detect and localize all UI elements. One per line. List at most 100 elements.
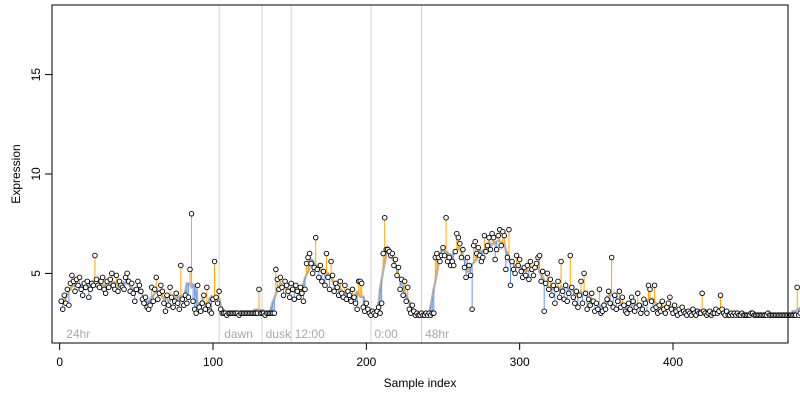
data-point	[596, 286, 603, 293]
data-point	[575, 304, 581, 310]
data-point	[515, 262, 521, 269]
data-point	[404, 284, 411, 291]
data-point	[651, 282, 658, 289]
data-point	[86, 294, 92, 301]
data-point	[185, 294, 192, 301]
data-point	[401, 278, 408, 285]
section-label: dusk	[266, 327, 292, 341]
data-point	[271, 310, 278, 316]
data-point	[121, 286, 127, 293]
data-point	[460, 246, 466, 253]
data-point	[72, 288, 78, 295]
data-point	[87, 286, 94, 293]
data-point	[550, 282, 557, 289]
y-tick-label: 15	[29, 68, 43, 82]
data-point	[602, 306, 609, 312]
x-tick-label: 400	[663, 355, 683, 369]
data-point	[556, 294, 563, 301]
data-point	[504, 254, 511, 261]
data-point	[150, 298, 156, 304]
data-point	[579, 300, 586, 306]
data-point	[142, 294, 149, 301]
data-point	[483, 248, 489, 255]
data-point	[75, 282, 81, 289]
data-point	[440, 244, 446, 251]
data-point	[458, 254, 465, 261]
data-point	[124, 270, 130, 277]
data-point	[61, 292, 68, 299]
data-point	[539, 268, 546, 275]
data-point	[647, 286, 653, 293]
data-point	[492, 256, 498, 263]
data-point	[329, 272, 336, 279]
data-point	[136, 282, 143, 289]
data-point	[472, 238, 478, 245]
data-point	[59, 306, 66, 312]
data-point	[293, 282, 299, 289]
data-point	[392, 256, 399, 263]
data-point	[151, 286, 158, 293]
data-point	[197, 308, 204, 314]
data-point	[634, 290, 641, 297]
data-point	[273, 266, 279, 273]
data-points-layer	[58, 211, 800, 318]
data-point	[446, 254, 452, 261]
data-point	[409, 302, 416, 308]
data-point	[642, 300, 649, 306]
data-point	[558, 258, 564, 265]
data-point	[141, 300, 147, 306]
data-point	[533, 260, 540, 267]
data-point	[79, 292, 86, 299]
data-point	[625, 300, 632, 306]
data-point	[84, 278, 91, 285]
data-point	[328, 258, 334, 265]
y-axis-label: Expression	[9, 144, 23, 203]
data-point	[544, 270, 551, 277]
data-point	[530, 272, 537, 279]
data-point	[484, 242, 491, 249]
x-axis-label: Sample index	[384, 376, 457, 390]
data-point	[188, 211, 195, 217]
data-point	[507, 282, 514, 289]
data-point	[431, 310, 437, 316]
data-point	[113, 272, 120, 279]
data-point	[630, 298, 636, 304]
data-point	[524, 262, 531, 269]
data-point	[552, 300, 558, 306]
data-point	[613, 306, 620, 312]
data-point	[280, 292, 287, 299]
data-point	[173, 290, 179, 297]
data-point	[624, 310, 630, 316]
data-point	[363, 300, 370, 306]
y-axis: 5 10 15	[29, 68, 53, 277]
data-point	[130, 290, 137, 297]
data-point	[452, 248, 459, 255]
data-point	[513, 252, 520, 259]
data-point	[346, 292, 353, 299]
data-point	[312, 234, 319, 241]
data-point	[475, 244, 482, 251]
data-point	[582, 290, 589, 297]
x-axis: 0 100 200 300 400	[56, 342, 683, 369]
data-point	[389, 250, 396, 257]
data-point	[377, 310, 383, 316]
data-point	[542, 280, 549, 287]
data-point	[159, 288, 166, 295]
data-point	[326, 286, 333, 293]
data-point	[300, 298, 307, 304]
data-point	[662, 310, 669, 316]
data-point	[581, 270, 587, 277]
data-point	[331, 288, 337, 295]
data-point	[194, 282, 201, 289]
data-point	[256, 286, 262, 293]
data-point	[466, 262, 472, 269]
data-point	[66, 302, 72, 308]
data-point	[277, 274, 284, 281]
data-point	[375, 304, 382, 310]
data-point	[480, 254, 486, 261]
data-point	[526, 276, 532, 283]
data-point	[503, 266, 509, 273]
data-point	[585, 296, 592, 303]
data-point	[288, 280, 294, 287]
data-point	[562, 282, 569, 289]
